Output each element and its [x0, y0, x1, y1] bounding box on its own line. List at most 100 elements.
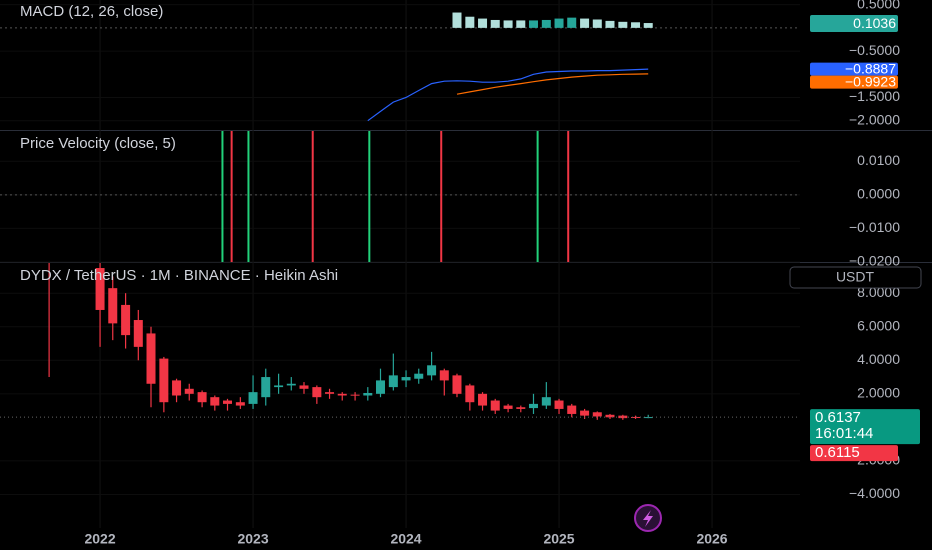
histogram-bar	[490, 19, 500, 28]
velocity-title: Price Velocity (close, 5)	[20, 135, 176, 152]
candle-body	[452, 375, 462, 394]
candle-body	[592, 412, 602, 417]
value-label: −0.8887	[845, 60, 896, 76]
candle-body	[465, 385, 475, 403]
value-label-box	[810, 62, 898, 76]
histogram-bar	[605, 20, 615, 28]
price-label-box	[810, 445, 898, 462]
price-label-box	[810, 409, 920, 445]
x-tick-label: 2025	[543, 531, 574, 547]
y-tick-label: 0.0100	[857, 152, 900, 168]
histogram-bar	[541, 19, 551, 28]
candle-body	[146, 333, 156, 384]
histogram-bar	[580, 18, 590, 28]
candle-body	[375, 380, 385, 394]
histogram-bar	[618, 21, 628, 28]
value-label-box	[810, 75, 898, 89]
labels: 2022 2023 2024 2025 2026 0.5000 −0.5000 −1.5000…	[84, 0, 920, 547]
x-tick-label: 2026	[696, 531, 727, 547]
y-tick-label: −2.0000	[849, 111, 900, 127]
candle-body	[618, 415, 628, 419]
price-title: DYDX / TetherUS · 1M · BINANCE · Heikin …	[20, 267, 338, 284]
histogram-bar	[554, 18, 564, 28]
y-tick-label: −1.5000	[849, 88, 900, 104]
y-tick-label: 6.0000	[857, 317, 900, 333]
value-label: 0.1036	[853, 15, 896, 31]
candle-body	[528, 403, 538, 409]
candle-body	[248, 392, 258, 404]
value-label: −0.9923	[845, 73, 896, 89]
candle-body	[312, 387, 322, 398]
histogram-bar	[631, 22, 641, 28]
histogram-bar	[643, 23, 653, 28]
candle-body	[159, 358, 169, 403]
candle-body	[133, 320, 143, 347]
x-tick-label: 2024	[390, 531, 421, 547]
histogram-bar	[516, 20, 526, 28]
marks	[0, 12, 800, 420]
histogram-bar	[452, 12, 462, 28]
currency-label[interactable]: USDT	[836, 269, 875, 285]
candle-body	[478, 393, 488, 406]
histogram-bar	[478, 18, 488, 28]
currency-button[interactable]	[789, 266, 922, 289]
histogram-bar	[465, 16, 475, 28]
candle-body	[490, 400, 500, 411]
candle-body	[363, 392, 373, 396]
pane-marks	[0, 12, 800, 122]
histogram-bar	[592, 19, 602, 28]
candle-body	[337, 393, 347, 396]
y-tick-label: −0.0100	[849, 219, 900, 235]
price-label: 0.6115	[815, 444, 860, 461]
grid	[0, 0, 800, 528]
price-label: 0.6137	[815, 409, 861, 426]
candle-body	[223, 400, 233, 404]
candle-body	[388, 375, 398, 388]
macd-title: MACD (12, 26, close)	[20, 3, 163, 20]
candle-body	[121, 304, 131, 336]
candle-body	[235, 402, 245, 406]
histogram-bar	[503, 20, 513, 28]
candle-body	[401, 377, 411, 381]
candle-body	[427, 365, 437, 376]
candle-body	[439, 370, 449, 381]
candle-body	[541, 397, 551, 406]
logo-icon	[634, 504, 662, 532]
candle-body	[299, 385, 309, 389]
candle-body	[172, 380, 182, 396]
candle-body	[274, 385, 284, 388]
candle-body	[95, 268, 105, 310]
indicator-line	[367, 68, 649, 122]
y-tick-label: −0.5000	[849, 42, 900, 58]
y-tick-label: 4.0000	[857, 351, 900, 367]
candle-body	[325, 392, 335, 394]
x-tick-label: 2022	[84, 531, 115, 547]
candle-body	[286, 383, 296, 386]
y-tick-label: −4.0000	[849, 485, 900, 501]
candle-body	[631, 416, 641, 418]
candle-body	[197, 392, 207, 403]
y-tick-label: 0.5000	[857, 0, 900, 11]
candle-body	[261, 377, 271, 398]
countdown: 16:01:44	[815, 425, 873, 442]
histogram-bar	[528, 20, 538, 28]
pane-marks	[0, 131, 800, 262]
candle-body	[184, 388, 194, 394]
y-tick-label: 2.0000	[857, 385, 900, 401]
candle-body	[503, 405, 513, 409]
value-label-box	[810, 15, 898, 33]
candle-body	[108, 288, 118, 324]
candle-body	[605, 414, 615, 418]
candle-body	[414, 373, 424, 379]
candle-body	[516, 407, 526, 409]
candle-body	[350, 394, 360, 396]
histogram-bar	[567, 17, 577, 28]
y-tick-label: 0.0000	[857, 186, 900, 202]
candle-body	[554, 400, 564, 409]
indicator-line	[456, 73, 649, 95]
x-tick-label: 2023	[237, 531, 268, 547]
candle-body	[567, 405, 577, 414]
